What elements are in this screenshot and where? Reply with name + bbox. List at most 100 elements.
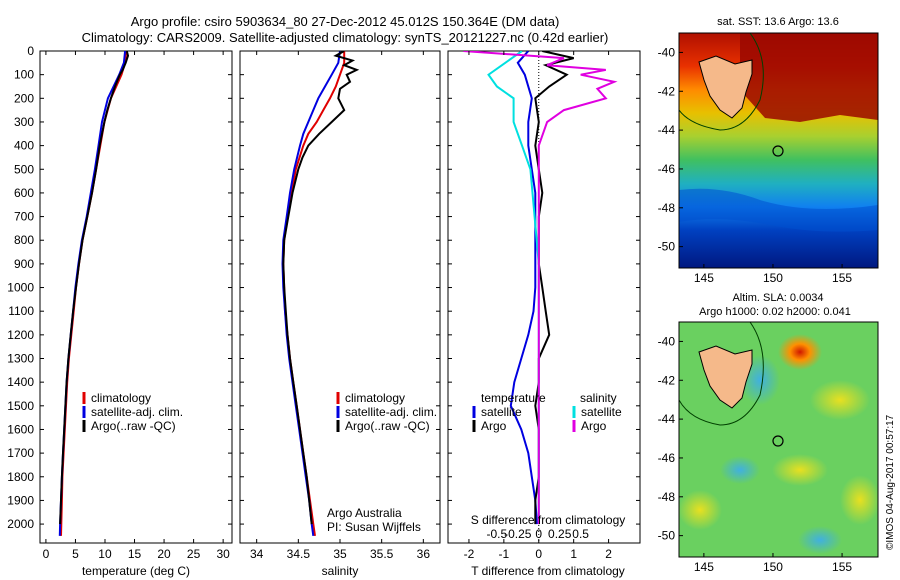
- y-tick-label: 600: [14, 186, 34, 200]
- series-line-argo-raw-qc: [59, 51, 130, 525]
- sla-yellow-region: [679, 490, 722, 530]
- sst-bathymetry-contour: [679, 33, 764, 131]
- s-tick-label: -0.5: [487, 527, 508, 541]
- x-tick-label: 34.5: [287, 547, 311, 561]
- copyright-footer: ©IMOS 04-Aug-2017 00:57:17: [885, 414, 896, 550]
- legend-head-temperature: temperature: [481, 391, 546, 405]
- y-tick-label: 1000: [7, 281, 34, 295]
- map-x-tick-label: 155: [832, 560, 852, 574]
- sst-warm-region: [740, 33, 878, 122]
- sst-map-frame: [678, 32, 879, 269]
- map-x-tick-label: 150: [763, 560, 783, 574]
- x-tick-label: 0: [43, 547, 50, 561]
- map-y-tick-label: -50: [658, 240, 676, 254]
- x-tick-label: 0: [535, 547, 542, 561]
- y-tick-label: 200: [14, 91, 34, 105]
- y-tick-label: 300: [14, 115, 34, 129]
- sla-high-eddy: [778, 334, 822, 370]
- argo-position-marker: [772, 145, 784, 157]
- sla-yellow-region: [772, 454, 828, 486]
- x-tick-label: -2: [464, 547, 475, 561]
- y-tick-label: 700: [14, 210, 34, 224]
- tasmania-outline: [698, 345, 753, 409]
- map-y-tick-label: -50: [658, 529, 676, 543]
- salinity-legend: climatology satellite-adj. clim. Argo(..…: [336, 391, 437, 433]
- x-tick-label: 30: [216, 547, 230, 561]
- series-line-argo-raw-qc: [282, 51, 360, 525]
- sla-map-frame: [678, 321, 879, 558]
- argo-position-marker: [772, 435, 784, 447]
- map-y-tick-label: -40: [658, 334, 676, 348]
- salinity-panel: 34 34.5 35 35.5 36 salinity climatology sate…: [239, 50, 441, 578]
- series-line-s-argo: [463, 51, 618, 525]
- legend-head-salinity: salinity: [580, 391, 617, 405]
- sla-map-title-1: Altim. SLA: 0.0034: [732, 292, 823, 304]
- y-tick-label: 1500: [7, 399, 34, 413]
- temperature-legend: climatology satellite-adj. clim. Argo(..…: [82, 391, 183, 433]
- legend-label-satellite: satellite-adj. clim.: [345, 405, 437, 419]
- y-tick-label: 1900: [7, 493, 34, 507]
- x-tick-label: 20: [157, 547, 171, 561]
- x-tick-label: 36: [417, 547, 431, 561]
- map-y-tick-label: -44: [658, 412, 676, 426]
- y-tick-label: 2000: [7, 517, 34, 531]
- x-tick-label: 34: [250, 547, 264, 561]
- y-tick-label: 0: [27, 44, 34, 58]
- difference-panel: -2 -1 0 1 2 S difference from climatology -0…: [447, 50, 641, 578]
- y-tick-label: 400: [14, 139, 34, 153]
- salinity-axes-box: [239, 50, 441, 544]
- map-x-tick-label: 150: [763, 271, 783, 285]
- legend-label-t-argo: Argo: [481, 419, 507, 433]
- title-line-2: Climatology: CARS2009. Satellite-adjuste…: [82, 30, 609, 45]
- x-tick-label: 15: [128, 547, 142, 561]
- tasmania-outline: [698, 55, 753, 119]
- title-line-1: Argo profile: csiro 5903634_80 27-Dec-20…: [131, 14, 560, 29]
- temperature-panel: 0 5 10 15 20 25 300100200300400500600700800900…: [7, 44, 233, 578]
- x-tick-label: 35.5: [370, 547, 394, 561]
- x-tick-label: 2: [605, 547, 612, 561]
- map-x-tick-label: 155: [832, 271, 852, 285]
- annotation-argo-australia: Argo Australia: [327, 506, 402, 520]
- y-tick-label: 1300: [7, 352, 34, 366]
- sst-cold-band: [679, 188, 878, 232]
- y-tick-label: 1100: [8, 304, 34, 318]
- legend-label-argo: Argo(..raw -QC): [345, 419, 430, 433]
- s-tick-label: 0.5: [572, 527, 589, 541]
- map-y-tick-label: -42: [658, 84, 676, 98]
- legend-label-climatology: climatology: [345, 391, 405, 405]
- annotation-pi: PI: Susan Wijffels: [327, 520, 421, 534]
- s-tick-label: 0.25: [548, 527, 572, 541]
- x-tick-label: 10: [98, 547, 112, 561]
- s-tick-label: 0: [535, 527, 542, 541]
- map-y-tick-label: -40: [658, 45, 676, 59]
- difference-legend: temperature satellite Argo salinity sate…: [472, 391, 622, 433]
- legend-label-satellite: satellite-adj. clim.: [91, 405, 183, 419]
- map-x-tick-label: 145: [694, 560, 714, 574]
- map-y-tick-label: -46: [658, 162, 676, 176]
- y-tick-label: 100: [14, 68, 34, 82]
- y-tick-label: 1600: [7, 422, 34, 436]
- salinity-xlabel: salinity: [322, 564, 359, 578]
- y-tick-label: 1700: [7, 446, 34, 460]
- y-tick-label: 1200: [7, 328, 34, 342]
- s-tick-label: -0.25: [504, 527, 532, 541]
- legend-label-s-satellite: satellite: [581, 405, 622, 419]
- temperature-axes-box: [39, 50, 233, 544]
- sla-bathymetry-contour: [679, 322, 764, 426]
- series-line-t-satellite: [509, 51, 538, 525]
- map-y-tick-label: -46: [658, 451, 676, 465]
- y-tick-label: 1800: [7, 470, 34, 484]
- map-y-tick-label: -42: [658, 373, 676, 387]
- s-difference-xlabel: S difference from climatology: [471, 513, 626, 527]
- x-tick-label: 5: [72, 547, 79, 561]
- legend-label-argo: Argo(..raw -QC): [91, 419, 176, 433]
- sla-yellow-region: [810, 380, 870, 420]
- x-tick-label: 25: [187, 547, 201, 561]
- sla-low-region: [798, 526, 842, 554]
- map-y-tick-label: -44: [658, 123, 676, 137]
- legend-label-climatology: climatology: [91, 391, 151, 405]
- temperature-xlabel: temperature (deg C): [82, 564, 190, 578]
- map-y-tick-label: -48: [658, 490, 676, 504]
- legend-label-t-satellite: satellite: [481, 405, 522, 419]
